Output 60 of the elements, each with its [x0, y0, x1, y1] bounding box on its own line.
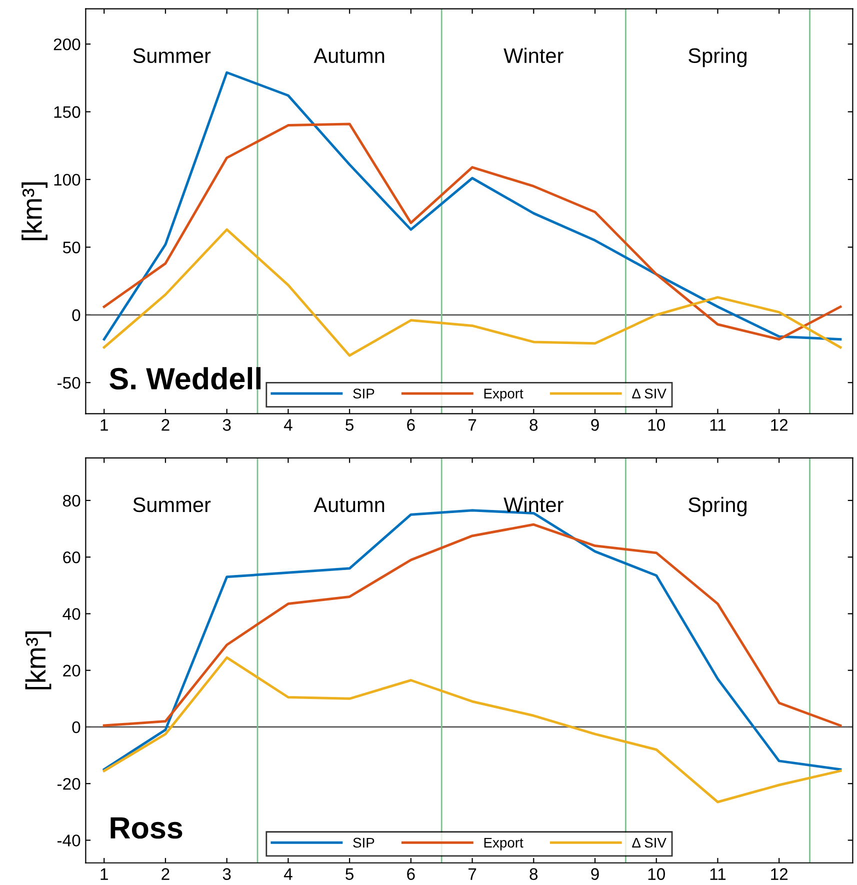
- line-series: [102, 71, 842, 341]
- x-tick-label: 11: [710, 868, 726, 880]
- y-tick-label: 100: [54, 174, 80, 186]
- text: Ross: [110, 817, 182, 839]
- y-tick-label: -20: [57, 778, 80, 790]
- x-tick-label: 8: [530, 419, 538, 431]
- x-tick-label: 6: [407, 419, 415, 431]
- x-tick-label: 2: [162, 868, 170, 880]
- y-axis-title: [km³]: [25, 632, 52, 690]
- y-tick-label: 40: [62, 608, 80, 620]
- x-tick-label: 10: [648, 419, 665, 431]
- text: S. Weddell: [110, 367, 261, 390]
- x-tick-label: 3: [222, 868, 231, 880]
- x-tick-label: 7: [468, 868, 476, 880]
- x-tick-label: 10: [648, 868, 665, 880]
- y-tick-label: 60: [63, 551, 80, 564]
- annotation: Summer: [133, 497, 211, 512]
- annotation: Spring: [688, 496, 746, 516]
- x-tick-label: 11: [710, 419, 726, 431]
- x-tick-label: 12: [771, 419, 788, 431]
- x-tick-label: 5: [346, 419, 354, 431]
- y-tick-label: -50: [57, 376, 80, 389]
- annotation: Summer: [133, 48, 211, 64]
- annotation: Autumn: [314, 498, 384, 512]
- legend-label: Export: [484, 838, 524, 850]
- line-series: [102, 122, 842, 341]
- y-axis-title: [km³]: [22, 182, 48, 240]
- y-tick-label: 200: [54, 38, 80, 50]
- line-series: [102, 656, 842, 804]
- y-tick-label: 150: [54, 106, 80, 118]
- y-tick-label: 80: [63, 494, 80, 507]
- x-tick-label: 7: [468, 419, 476, 431]
- annotation: Autumn: [314, 48, 384, 64]
- legend-label: Δ SIV: [632, 388, 666, 398]
- annotation: Winter: [504, 48, 564, 64]
- legend-label: SIP: [353, 388, 374, 398]
- legend-label: SIP: [353, 838, 374, 848]
- x-tick-label: 8: [530, 868, 538, 880]
- x-tick-label: 4: [284, 868, 292, 880]
- line-series: [102, 228, 842, 357]
- annotation: Spring: [688, 48, 746, 68]
- x-tick-label: 3: [222, 419, 231, 431]
- x-tick-label: 12: [771, 868, 788, 880]
- x-tick-label: 5: [346, 868, 354, 880]
- x-tick-label: 2: [162, 419, 170, 431]
- y-tick-label: 20: [63, 664, 80, 677]
- x-tick-label: 9: [591, 419, 599, 431]
- legend-label: Δ SIV: [632, 838, 666, 848]
- y-tick-label: -40: [57, 834, 80, 846]
- x-tick-label: 6: [407, 868, 415, 880]
- x-tick-label: 1: [100, 868, 108, 880]
- x-tick-label: 9: [591, 868, 599, 880]
- y-tick-label: 0: [72, 309, 80, 322]
- line-series: [102, 523, 842, 727]
- x-tick-label: 1: [100, 419, 108, 431]
- y-tick-label: 0: [72, 721, 80, 734]
- y-tick-label: 50: [62, 242, 80, 254]
- legend-label: Export: [484, 388, 524, 402]
- x-tick-label: 4: [284, 419, 292, 431]
- annotation: Winter: [504, 496, 564, 512]
